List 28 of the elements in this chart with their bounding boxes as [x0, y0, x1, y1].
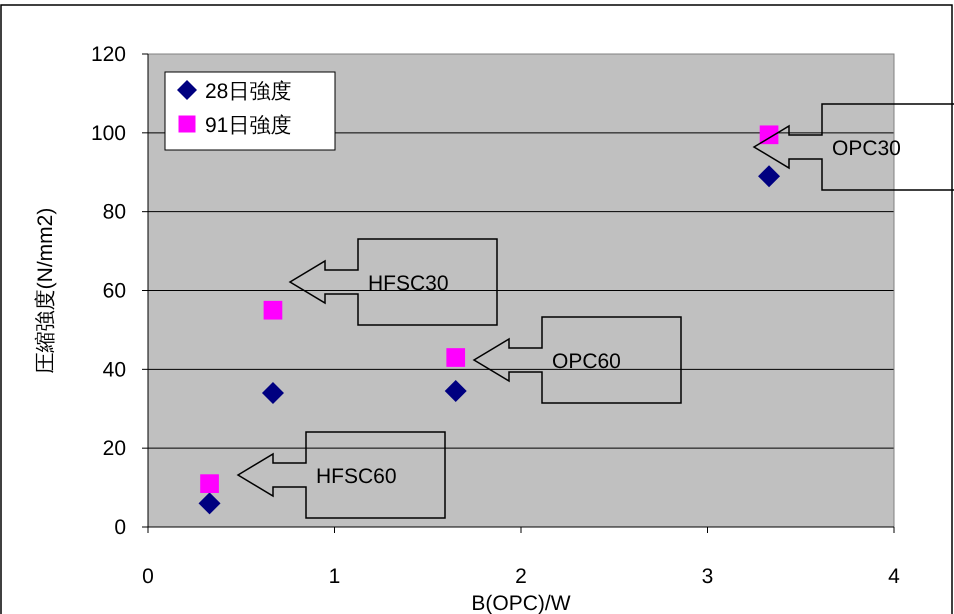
x-tick-label: 1 [328, 565, 340, 588]
y-tick-label: 80 [102, 200, 126, 224]
legend-label: 91日強度 [205, 114, 292, 137]
x-tick-label: 0 [142, 565, 154, 588]
point [446, 348, 466, 367]
y-tick-label: 120 [90, 43, 126, 66]
annotation: OPC30 [832, 137, 901, 160]
point [758, 165, 780, 188]
annotation: HFSC30 [368, 272, 449, 295]
point [200, 474, 219, 493]
point [198, 492, 221, 514]
point [264, 300, 282, 320]
y-axis-title: 圧縮強度(N/mm2) [34, 208, 57, 374]
annotation: HFSC60 [316, 465, 397, 488]
point [262, 382, 284, 404]
y-tick-label: 40 [102, 358, 126, 382]
y-tick-label: 20 [102, 437, 126, 460]
legend-label: 28日強度 [205, 80, 292, 103]
y-tick-label: 100 [90, 122, 126, 145]
x-axis-title: B(OPC)/W [471, 592, 571, 614]
point [760, 125, 778, 144]
x-tick-label: 3 [702, 565, 714, 588]
y-tick-label: 0 [114, 516, 126, 539]
y-tick-label: 60 [102, 280, 126, 302]
annotation: OPC60 [552, 350, 621, 373]
x-tick-label: 4 [888, 565, 900, 588]
point [444, 380, 467, 402]
x-tick-label: 2 [515, 565, 527, 588]
